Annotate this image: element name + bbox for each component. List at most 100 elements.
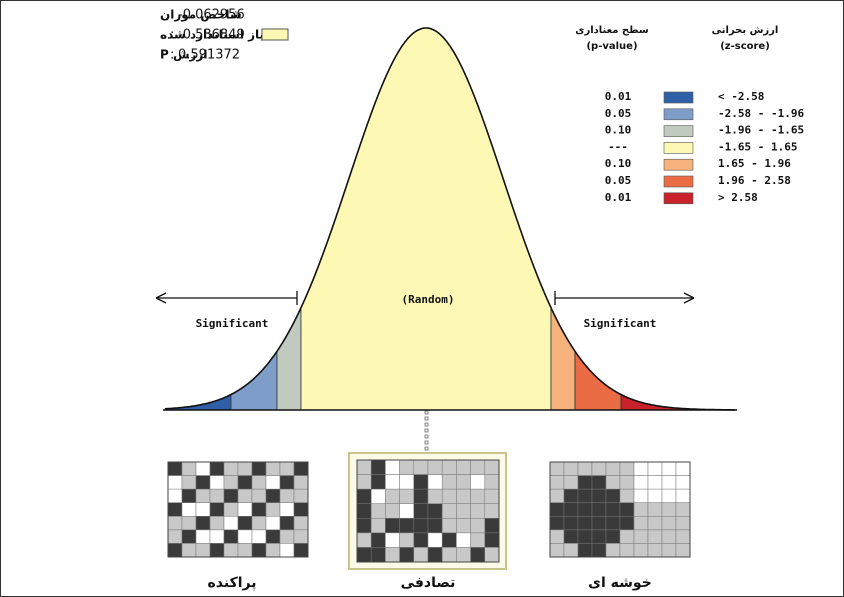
- map-border: [167, 461, 309, 558]
- pointer-dot: [424, 446, 429, 451]
- pattern-label: تصادفی: [401, 575, 456, 591]
- map-cell: [647, 529, 663, 544]
- map-cell: [385, 547, 400, 563]
- map-cell: [456, 488, 471, 504]
- map-cell: [413, 459, 429, 475]
- z-range: < -2.58: [718, 90, 764, 103]
- map-cell: [605, 461, 621, 476]
- map-cell: [237, 529, 253, 544]
- z-range: -1.65 - 1.65: [718, 140, 797, 153]
- map-cell: [399, 474, 415, 490]
- p-value: 0.05: [605, 174, 632, 187]
- map-cell: [181, 516, 197, 531]
- map-cell: [251, 502, 267, 517]
- map-cell: [370, 503, 386, 519]
- map-cell: [427, 532, 443, 548]
- map-cell: [456, 474, 471, 490]
- map-cell: [251, 529, 267, 544]
- map-cell: [399, 547, 415, 563]
- map-cell: [647, 502, 663, 517]
- map-cell: [577, 516, 593, 531]
- map-cell: [577, 529, 593, 544]
- map-cell: [251, 516, 267, 531]
- map-cell: [591, 461, 607, 476]
- map-cell: [675, 543, 691, 558]
- map-cell: [549, 516, 565, 531]
- legend-swatch: [663, 91, 694, 104]
- map-cell: [167, 475, 183, 490]
- map-cell: [661, 475, 677, 490]
- map-cell: [647, 461, 663, 476]
- map-cell: [647, 516, 663, 531]
- map-cell: [577, 461, 593, 476]
- p-value: 0.01: [605, 191, 632, 204]
- map-cell: [619, 488, 635, 503]
- map-cell: [251, 475, 267, 490]
- map-cell: [633, 488, 649, 503]
- map-cell: [484, 474, 500, 490]
- map-cell: [563, 488, 579, 503]
- map-cell: [484, 532, 500, 548]
- map-cell: [385, 459, 400, 475]
- pointer-dot: [424, 428, 429, 433]
- map-cell: [577, 488, 593, 503]
- map-cell: [356, 518, 372, 534]
- map-cell: [441, 518, 457, 534]
- map-cell: [399, 488, 415, 504]
- map-cell: [619, 475, 635, 490]
- map-cell: [563, 529, 579, 544]
- z-header: (z-score): [720, 41, 770, 52]
- map-cell: [441, 459, 457, 475]
- map-cell: [549, 488, 565, 503]
- map-cell: [356, 532, 372, 548]
- pattern-label: خوشه ای: [588, 575, 652, 591]
- map-cell: [265, 543, 281, 558]
- map-cell: [399, 532, 415, 548]
- map-cell: [181, 488, 197, 503]
- pointer-dot: [424, 434, 429, 439]
- map-cell: [181, 529, 197, 544]
- arrow-head: [155, 292, 167, 304]
- map-cell: [265, 516, 281, 531]
- bell-curve: [155, 27, 737, 451]
- map-cell: [209, 543, 225, 558]
- map-cell: [356, 547, 372, 563]
- map-cell: [427, 547, 443, 563]
- stat-value: -0.062956: [178, 8, 245, 23]
- map-cell: [661, 543, 677, 558]
- legend-swatch: [663, 142, 694, 154]
- map-cell: [399, 518, 415, 534]
- map-cell: [484, 547, 500, 563]
- map-cell: [237, 502, 253, 517]
- map-cell: [181, 475, 197, 490]
- map-cell: [605, 502, 621, 517]
- map-cell: [661, 502, 677, 517]
- map-cell: [209, 475, 225, 490]
- map-cell: [279, 488, 295, 503]
- map-cell: [549, 543, 565, 558]
- map-cell: [563, 475, 579, 490]
- map-cell: [591, 475, 607, 490]
- p-value: 0.05: [605, 107, 632, 120]
- map-cell: [661, 488, 677, 503]
- map-cell: [223, 543, 239, 558]
- z-header: ارزش بحرانی: [712, 25, 779, 36]
- map-cell: [619, 543, 635, 558]
- map-cell: [209, 461, 225, 476]
- map-cell: [279, 475, 295, 490]
- map-cell: [279, 529, 295, 544]
- map-cell: [633, 502, 649, 517]
- map-cell: [675, 529, 691, 544]
- map-cell: [633, 475, 649, 490]
- map-cell: [167, 543, 183, 558]
- map-cell: [563, 543, 579, 558]
- map-cell: [167, 488, 183, 503]
- pattern-label: پراکنده: [208, 575, 257, 591]
- curve-outline: [164, 27, 735, 411]
- pointer-dot: [424, 416, 429, 421]
- map-cell: [251, 461, 267, 476]
- stat-label: شاخص موران: [160, 8, 242, 23]
- map-cell: [549, 502, 565, 517]
- z-range: 1.96 - 2.58: [718, 174, 791, 187]
